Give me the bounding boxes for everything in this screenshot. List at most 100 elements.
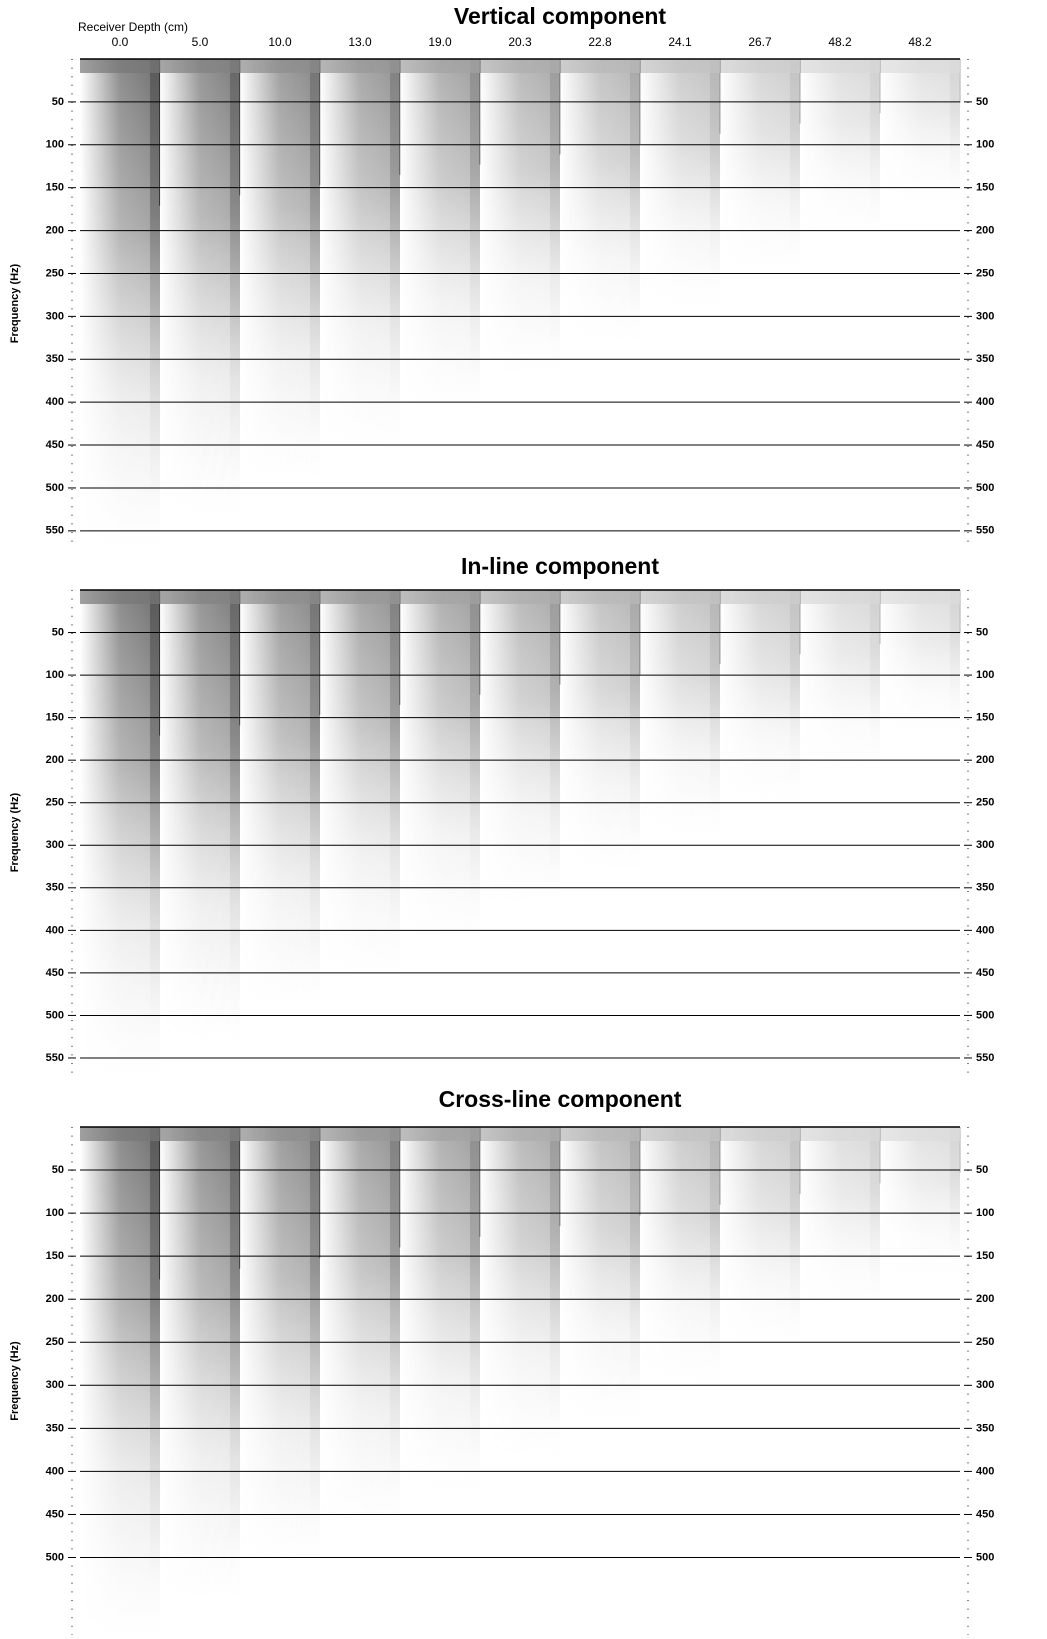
x-tick-label: 5.0 (192, 35, 209, 49)
top-band (560, 1127, 640, 1141)
spectrum-column (80, 1127, 161, 1635)
y-tick-label: 300 (46, 1379, 64, 1391)
y2-tick-label: 50 (976, 626, 988, 638)
column-fade (160, 59, 240, 514)
spectrum-column (400, 59, 481, 412)
y2-tick-label: 400 (976, 1465, 994, 1477)
y-tick-label: 100 (46, 669, 64, 681)
y-tick-label: 150 (46, 182, 64, 194)
top-band (400, 59, 480, 73)
y-tick-label: 250 (46, 797, 64, 809)
y2-tick-label: 200 (976, 754, 994, 766)
y2-tick-label: 450 (976, 439, 994, 451)
y-tick-label: 400 (46, 1465, 64, 1477)
spectrum-column (800, 590, 881, 770)
top-band (320, 590, 400, 604)
column-fade (320, 1127, 400, 1529)
column-edge (230, 1127, 240, 1553)
y2-tick-label: 150 (976, 182, 994, 194)
column-edge (310, 590, 320, 966)
y2-tick-label: 100 (976, 669, 994, 681)
x-tick-label: 48.2 (908, 35, 932, 49)
top-band (240, 59, 320, 73)
y2-tick-label: 200 (976, 224, 994, 236)
column-fade (560, 590, 640, 872)
y2-tick-label: 150 (976, 1250, 994, 1262)
y-tick-label: 350 (46, 882, 64, 894)
column-edge (710, 59, 720, 284)
column-edge (870, 590, 880, 752)
top-band (80, 590, 160, 604)
y2-tick-label: 250 (976, 1336, 994, 1348)
top-band (80, 59, 160, 73)
spectrum-column (480, 59, 561, 377)
y-tick-label: 250 (46, 1336, 64, 1348)
spectrum-column (160, 1127, 241, 1600)
y-axis-label: Frequency (Hz) (9, 792, 21, 872)
y2-tick-label: 350 (976, 1422, 994, 1434)
column-edge (550, 1127, 560, 1425)
top-band (560, 590, 640, 604)
column-edge (390, 59, 400, 407)
y-tick-label: 500 (46, 1551, 64, 1563)
y-tick-label: 300 (46, 839, 64, 851)
spectrum-column (880, 590, 961, 736)
y2-tick-label: 500 (976, 1009, 994, 1021)
top-band (640, 59, 720, 73)
y2-tick-label: 100 (976, 139, 994, 151)
column-edge (630, 59, 640, 315)
column-fade (80, 590, 160, 1075)
column-edge (790, 59, 800, 253)
y-tick-label: 450 (46, 1508, 64, 1520)
column-edge (630, 590, 640, 844)
x-tick-label: 22.8 (588, 35, 612, 49)
spectrum-column (640, 59, 721, 309)
spectrum-column (720, 590, 801, 804)
top-band (160, 59, 240, 73)
panel-title: Vertical component (454, 3, 667, 29)
top-band (160, 590, 240, 604)
spectrum-column (160, 590, 241, 1042)
column-fade (720, 59, 800, 275)
y2-tick-label: 250 (976, 267, 994, 279)
spectrum-column (720, 1127, 801, 1351)
spectrum-column (640, 590, 721, 838)
column-fade (640, 59, 720, 309)
y-tick-label: 250 (46, 267, 64, 279)
top-band (880, 59, 960, 73)
top-band (720, 59, 800, 73)
top-band (480, 59, 560, 73)
y-tick-label: 100 (46, 1207, 64, 1219)
column-fade (880, 590, 960, 736)
column-edge (390, 590, 400, 935)
y2-tick-label: 50 (976, 1164, 988, 1176)
spectrum-column (240, 59, 321, 480)
spectrum-column (80, 590, 161, 1075)
y-tick-label: 300 (46, 310, 64, 322)
x-tick-label: 13.0 (348, 35, 372, 49)
x-tick-label: 20.3 (508, 35, 532, 49)
column-fade (240, 1127, 320, 1564)
column-fade (640, 590, 720, 838)
column-edge (550, 590, 560, 874)
column-edge (470, 59, 480, 376)
column-edge (630, 1127, 640, 1393)
column-edge (870, 59, 880, 222)
column-fade (160, 590, 240, 1042)
top-band (720, 590, 800, 604)
y-tick-label: 50 (52, 626, 64, 638)
top-band (800, 59, 880, 73)
column-fade (80, 1127, 160, 1635)
y-tick-label: 100 (46, 139, 64, 151)
column-edge (870, 1127, 880, 1297)
top-band (800, 590, 880, 604)
spectrum-column (880, 59, 961, 206)
column-fade (560, 59, 640, 343)
column-edge (310, 59, 320, 438)
column-fade (800, 590, 880, 770)
column-fade (800, 1127, 880, 1315)
top-band (720, 1127, 800, 1141)
top-band (880, 1127, 960, 1141)
spectrum-column (800, 1127, 881, 1315)
